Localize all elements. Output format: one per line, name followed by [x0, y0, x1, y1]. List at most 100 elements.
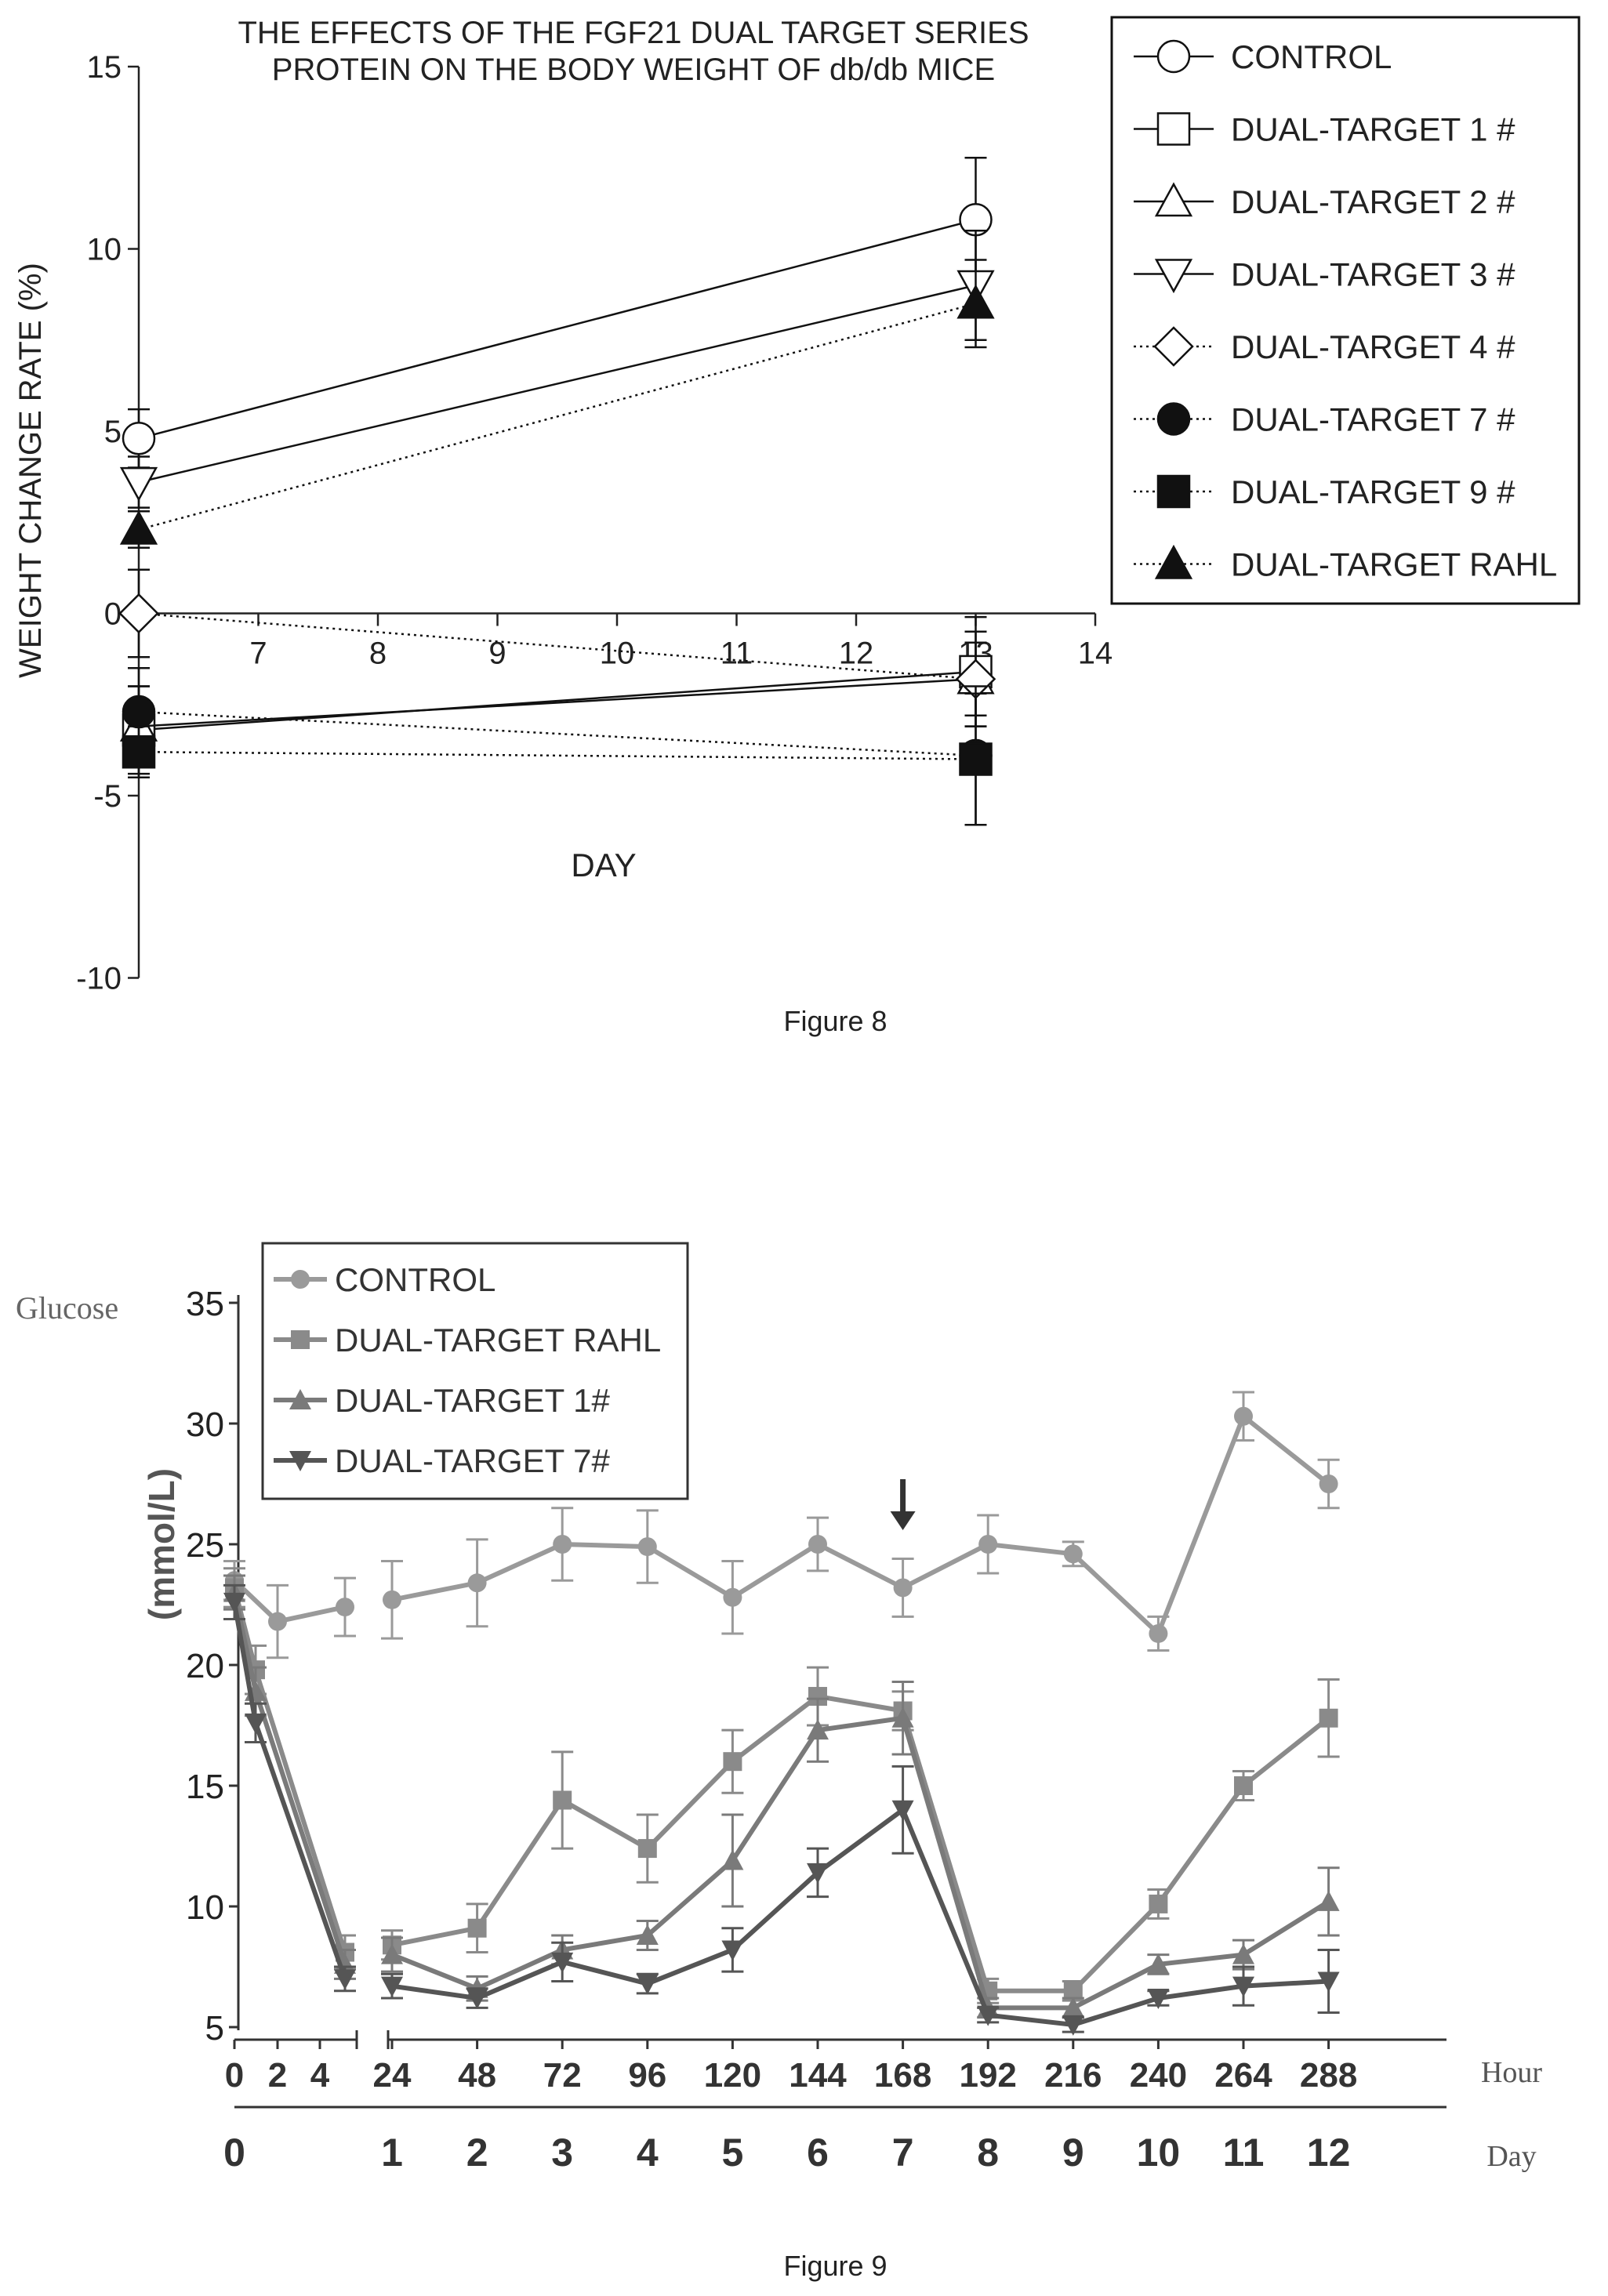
fig9-data-point [636, 1924, 659, 1945]
fig8-legend-marker [1153, 326, 1194, 367]
fig8-series-3 [119, 230, 995, 509]
fig9-legend-label: CONTROL [335, 1261, 495, 1298]
fig9-day-unit-label: Day [1486, 2140, 1536, 2173]
fig9-data-point [978, 1535, 998, 1554]
fig9-data-point [977, 2005, 1000, 2026]
fig9-day-tick-label: 6 [807, 2131, 829, 2174]
fig9-glucose-label: Glucose [16, 1290, 118, 1326]
fig8-legend-label: DUAL-TARGET 2 # [1231, 183, 1515, 220]
figure-8-chart: THE EFFECTS OF THE FGF21 DUAL TARGET SER… [13, 16, 1581, 996]
fig9-hour-tick-label: 216 [1044, 2056, 1102, 2095]
fig9-y-tick-label: 25 [186, 1526, 224, 1565]
fig8-x-tick-label: 7 [249, 637, 267, 671]
fig9-series-line [232, 1579, 346, 1624]
fig9-hour-tick-label: 168 [874, 2056, 931, 2095]
fig9-day-tick-label: 0 [223, 2131, 245, 2174]
fig9-y-tick-label: 20 [186, 1647, 224, 1685]
fig9-hour-tick-label: 96 [628, 2056, 666, 2095]
fig9-day-tick-label: 7 [892, 2131, 914, 2174]
fig8-series-line [138, 303, 976, 531]
fig9-y-tick-label: 10 [186, 1888, 224, 1927]
fig9-data-point [245, 1713, 267, 1734]
fig9-data-point [807, 1719, 829, 1740]
fig9-data-point [1063, 1544, 1083, 1564]
fig8-series-line [138, 670, 976, 731]
fig9-data-point [467, 1573, 487, 1593]
fig8-xlabel: DAY [571, 847, 636, 883]
fig9-hour-tick-label: 48 [458, 2056, 496, 2095]
fig8-legend-marker [1156, 474, 1191, 509]
fig9-data-point [381, 1976, 403, 1997]
fig9-data-point [721, 1940, 744, 1961]
fig9-legend-label: DUAL-TARGET RAHL [335, 1322, 661, 1358]
fig9-series-2 [223, 1574, 1340, 2019]
fig9-y-tick-label: 5 [205, 2009, 224, 2048]
fig8-legend-label: CONTROL [1231, 38, 1392, 75]
fig8-legend-label: DUAL-TARGET 1 # [1231, 111, 1515, 148]
figure-9-caption: Figure 9 [783, 2250, 887, 2282]
fig8-ylabel: WEIGHT CHANGE RATE (%) [13, 263, 48, 678]
fig9-data-point [891, 1707, 914, 1728]
fig9-data-point [553, 1535, 572, 1554]
fig9-series-3 [223, 1583, 1340, 2036]
fig8-title-line2: PROTEIN ON THE BODY WEIGHT OF db/db MICE [272, 53, 995, 87]
fig9-data-point [223, 1592, 245, 1613]
fig8-series-line [138, 219, 976, 440]
fig9-hour-tick-label: 120 [704, 2056, 761, 2095]
fig8-y-tick-label: -10 [76, 962, 122, 996]
fig9-hour-unit-label: Hour [1481, 2056, 1542, 2089]
fig8-legend-marker [1156, 39, 1191, 74]
fig9-day-tick-label: 5 [721, 2131, 743, 2174]
fig9-hour-tick-label: 2 [268, 2056, 287, 2095]
fig9-data-point [1232, 1943, 1254, 1964]
fig9-data-point [1319, 1474, 1338, 1493]
fig9-day-tick-label: 1 [381, 2131, 403, 2174]
fig8-data-point [119, 510, 158, 545]
fig9-data-point [383, 1590, 401, 1609]
fig8-legend-marker [1156, 402, 1191, 436]
fig9-series-line [391, 1412, 1330, 1638]
fig8-data-point [118, 593, 159, 634]
fig8-data-point [956, 284, 995, 319]
fig9-y-tick-label: 15 [186, 1768, 224, 1806]
fig9-data-point [1147, 1989, 1170, 2010]
fig9-data-point [1147, 1953, 1170, 1974]
fig8-series-line [138, 750, 976, 760]
fig8-title-line1: THE EFFECTS OF THE FGF21 DUAL TARGET SER… [238, 16, 1029, 50]
fig8-legend-label: DUAL-TARGET 7 # [1231, 401, 1515, 438]
fig9-data-point [1149, 1894, 1168, 1913]
fig9-series-line [390, 1715, 1330, 2011]
fig8-legend-label: DUAL-TARGET 4 # [1231, 328, 1515, 365]
fig8-legend-label: DUAL-TARGET 3 # [1231, 256, 1515, 293]
fig9-day-tick-label: 3 [551, 2131, 573, 2174]
fig9-data-point [1317, 1890, 1340, 1911]
fig9-data-point [1062, 2015, 1084, 2036]
fig9-data-point [553, 1790, 572, 1810]
fig8-y-tick-label: 15 [87, 50, 122, 85]
fig9-data-point [381, 1943, 403, 1964]
fig8-series-6 [122, 692, 993, 826]
fig9-day-tick-label: 10 [1137, 2131, 1181, 2174]
fig9-legend-label: DUAL-TARGET 7# [335, 1442, 611, 1479]
fig9-data-point [807, 1863, 829, 1884]
fig9-data-point [334, 1969, 356, 1990]
fig8-legend-marker [1156, 112, 1191, 146]
fig9-data-point [723, 1587, 742, 1607]
fig9-hour-tick-label: 24 [373, 2056, 412, 2095]
fig9-day-tick-label: 11 [1223, 2131, 1265, 2174]
fig8-legend-marker [1154, 259, 1193, 294]
fig8-series-7 [119, 259, 995, 550]
fig8-legend-label: DUAL-TARGET 9 # [1231, 473, 1515, 510]
fig9-day-tick-label: 4 [637, 2131, 659, 2174]
fig9-legend-marker [291, 1270, 310, 1289]
fig9-data-point [637, 1839, 657, 1859]
fig9-series-line [391, 1693, 1330, 1993]
fig8-legend-marker [1154, 544, 1193, 579]
fig9-legend-label: DUAL-TARGET 1# [335, 1382, 611, 1419]
fig8-x-tick-label: 9 [488, 637, 506, 671]
fig9-data-point [1232, 1976, 1254, 1997]
fig9-hour-tick-label: 264 [1214, 2056, 1272, 2095]
fig9-legend-box [261, 1242, 689, 1500]
